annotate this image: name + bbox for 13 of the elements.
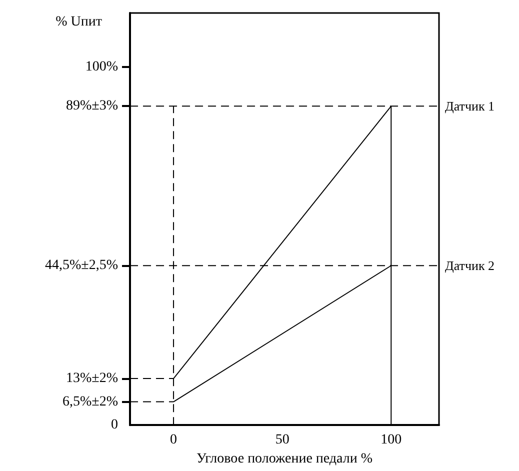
ref-line-label: Датчик 2: [445, 258, 495, 274]
x-tick-label: 0: [170, 432, 178, 448]
y-tick-label: 44,5%±2,5%: [44, 258, 118, 274]
ref-line-label: Датчик 1: [445, 98, 495, 114]
y-tick-label: 0: [111, 418, 118, 433]
y-tick-label: 89%±3%: [66, 98, 118, 114]
y-tick-label: 100%: [85, 59, 118, 74]
y-tick-label: 13%±2%: [66, 371, 118, 386]
y-tick-label: 6,5%±2%: [62, 394, 118, 410]
x-tick-label: 50: [275, 432, 290, 448]
x-axis-title: Угловое положение педали %: [196, 452, 373, 466]
x-tick-label: 100: [380, 432, 402, 448]
y-axis-title: % Uпит: [56, 14, 102, 30]
